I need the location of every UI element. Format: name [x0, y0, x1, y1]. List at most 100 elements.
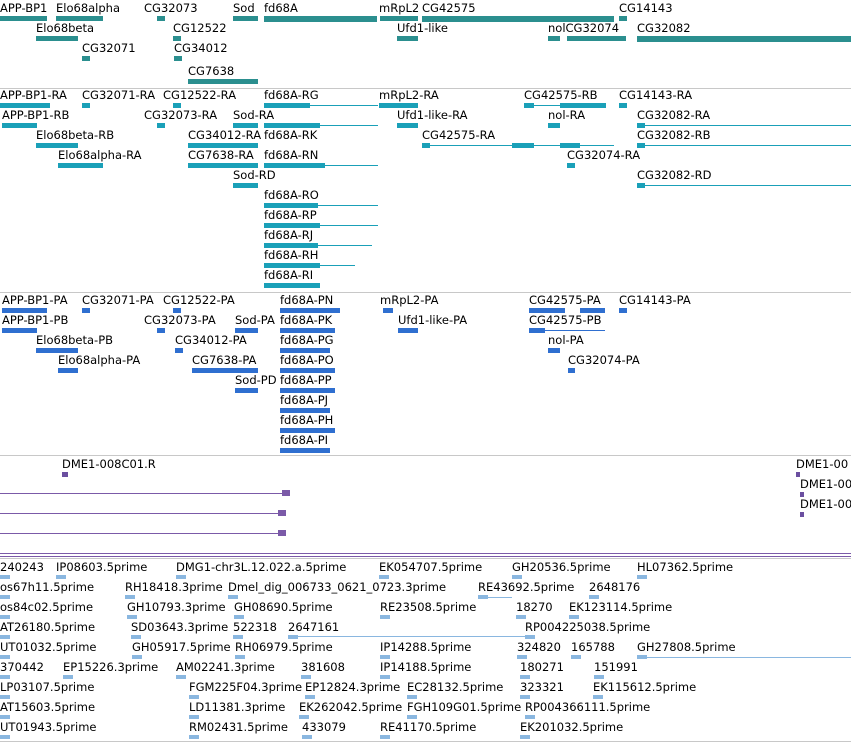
protein-label[interactable]: fd68A-PI — [280, 433, 329, 447]
protein-label[interactable]: CG42575-PB — [529, 313, 602, 327]
est-label[interactable]: EK201032.5prime — [520, 720, 624, 734]
protein-label[interactable]: CG14143-PA — [619, 293, 691, 307]
protein-label[interactable]: CG32071-PA — [82, 293, 154, 307]
est-label[interactable]: 18270 — [516, 600, 553, 614]
est-label[interactable]: RH18418.3prime — [125, 580, 223, 594]
est-label[interactable]: RM02431.5prime — [189, 720, 288, 734]
est-label[interactable]: UT01943.5prime — [0, 720, 97, 734]
est-label[interactable]: GH08690.5prime — [234, 600, 333, 614]
gene-label[interactable]: CG34012 — [174, 41, 228, 55]
est-label[interactable]: IP14188.5prime — [380, 660, 472, 674]
protein-label[interactable]: mRpL2-PA — [380, 293, 439, 307]
transcript-label[interactable]: fd68A-RO — [264, 188, 319, 202]
transcript-label[interactable]: Sod-RD — [233, 168, 276, 182]
est-label[interactable]: AT15603.5prime — [0, 700, 96, 714]
est-label[interactable]: RE41170.5prime — [380, 720, 477, 734]
protein-label[interactable]: APP-BP1-PA — [2, 293, 68, 307]
est-label[interactable]: 324820 — [517, 640, 561, 654]
transcript-label[interactable]: CG42575-RB — [524, 88, 598, 102]
transcript-label[interactable]: Elo68beta-RB — [36, 128, 115, 142]
est-label[interactable]: 381608 — [301, 660, 345, 674]
transcript-label[interactable]: fd68A-RK — [264, 128, 318, 142]
transcript-label[interactable]: CG7638-RA — [188, 148, 254, 162]
transcript-label[interactable]: CG32073-RA — [144, 108, 218, 122]
transcript-label[interactable]: CG32071-RA — [82, 88, 156, 102]
protein-label[interactable]: Sod-PA — [235, 313, 275, 327]
gene-label[interactable]: CG32082 — [637, 21, 691, 35]
transcript-label[interactable]: APP-BP1-RB — [2, 108, 70, 122]
est-label[interactable]: LD11381.3prime — [189, 700, 286, 714]
est-label[interactable]: EK115612.5prime — [593, 680, 697, 694]
gene-label[interactable]: mRpL2 — [379, 1, 420, 15]
clone-alignment-line[interactable] — [0, 513, 286, 514]
protein-label[interactable]: CG32074-PA — [568, 353, 640, 367]
est-label[interactable]: IP14288.5prime — [380, 640, 472, 654]
clone-label[interactable]: DME1-008C01.R — [62, 457, 156, 471]
est-label[interactable]: GH10793.3prime — [127, 600, 226, 614]
clone-label[interactable]: DME1-00 — [800, 497, 851, 511]
est-label[interactable]: SD03643.3prime — [131, 620, 229, 634]
est-label[interactable]: 433079 — [302, 720, 346, 734]
protein-label[interactable]: fd68A-PN — [280, 293, 334, 307]
est-label[interactable]: RP004225038.5prime — [525, 620, 651, 634]
est-label[interactable]: Dmel_dig_006733_0621_0723.3prime — [228, 580, 447, 594]
protein-label[interactable]: fd68A-PJ — [280, 393, 329, 407]
transcript-label[interactable]: fd68A-RI — [264, 268, 314, 282]
protein-label[interactable]: CG12522-PA — [163, 293, 235, 307]
est-label[interactable]: RP004366111.5prime — [525, 700, 651, 714]
est-label[interactable]: DMG1-chr3L.12.022.a.5prime — [176, 560, 347, 574]
gene-label[interactable]: nolCG32074 — [548, 21, 620, 35]
protein-label[interactable]: Elo68beta-PB — [36, 333, 114, 347]
transcript-label[interactable]: CG32082-RB — [637, 128, 711, 142]
transcript-label[interactable]: Sod-RA — [233, 108, 275, 122]
protein-label[interactable]: CG7638-PA — [192, 353, 257, 367]
est-label[interactable]: 180271 — [520, 660, 564, 674]
protein-label[interactable]: fd68A-PG — [280, 333, 334, 347]
est-label[interactable]: UT01032.5prime — [0, 640, 97, 654]
est-label[interactable]: GH05917.5prime — [132, 640, 231, 654]
protein-label[interactable]: Ufd1-like-PA — [398, 313, 468, 327]
transcript-label[interactable]: CG34012-RA — [188, 128, 262, 142]
gene-label[interactable]: CG32073 — [144, 1, 198, 15]
est-label[interactable]: 151991 — [594, 660, 638, 674]
gene-label[interactable]: Sod — [233, 1, 255, 15]
gene-label[interactable]: Elo68alpha — [56, 1, 121, 15]
gene-label[interactable]: fd68A — [264, 1, 298, 15]
est-label[interactable]: RH06979.5prime — [235, 640, 333, 654]
est-label[interactable]: GH20536.5prime — [512, 560, 611, 574]
gene-label[interactable]: CG14143 — [619, 1, 673, 15]
est-label[interactable]: os84c02.5prime — [0, 600, 94, 614]
transcript-label[interactable]: fd68A-RN — [264, 148, 319, 162]
est-label[interactable]: EP15226.3prime — [63, 660, 159, 674]
protein-label[interactable]: CG32073-PA — [144, 313, 216, 327]
transcript-label[interactable]: Ufd1-like-RA — [397, 108, 468, 122]
est-alignment-line[interactable] — [637, 657, 851, 658]
transcript-label[interactable]: CG32082-RD — [637, 168, 712, 182]
est-label[interactable]: AM02241.3prime — [176, 660, 275, 674]
transcript-label[interactable]: CG42575-RA — [422, 128, 496, 142]
est-label[interactable]: IP08603.5prime — [56, 560, 148, 574]
transcript-label[interactable]: fd68A-RP — [264, 208, 317, 222]
est-label[interactable]: FGM225F04.3prime — [189, 680, 303, 694]
gene-label[interactable]: Ufd1-like — [397, 21, 448, 35]
transcript-label[interactable]: CG32074-RA — [567, 148, 641, 162]
est-label[interactable]: EK123114.5prime — [569, 600, 673, 614]
protein-label[interactable]: nol-PA — [548, 333, 584, 347]
est-label[interactable]: RE23508.5prime — [380, 600, 477, 614]
transcript-label[interactable]: nol-RA — [548, 108, 586, 122]
transcript-label[interactable]: APP-BP1-RA — [0, 88, 67, 102]
est-label[interactable]: LP03107.5prime — [0, 680, 95, 694]
protein-label[interactable]: Sod-PD — [235, 373, 277, 387]
est-label[interactable]: EC28132.5prime — [407, 680, 504, 694]
protein-label[interactable]: fd68A-PO — [280, 353, 334, 367]
transcript-label[interactable]: CG32082-RA — [637, 108, 711, 122]
transcript-label[interactable]: fd68A-RG — [264, 88, 319, 102]
est-alignment-line[interactable] — [288, 636, 525, 637]
protein-label[interactable]: Elo68alpha-PA — [58, 353, 141, 367]
transcript-label[interactable]: fd68A-RJ — [264, 228, 314, 242]
gene-label[interactable]: CG32071 — [82, 41, 136, 55]
est-label[interactable]: 370442 — [0, 660, 44, 674]
est-label[interactable]: HL07362.5prime — [637, 560, 734, 574]
transcript-label[interactable]: fd68A-RH — [264, 248, 319, 262]
est-label[interactable]: 522318 — [233, 620, 277, 634]
